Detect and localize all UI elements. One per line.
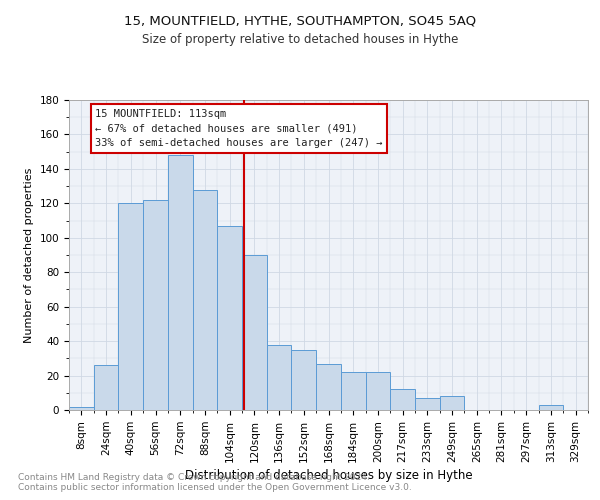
Bar xyxy=(242,255,267,410)
Bar xyxy=(193,190,217,410)
Bar xyxy=(94,365,118,410)
Text: Size of property relative to detached houses in Hythe: Size of property relative to detached ho… xyxy=(142,32,458,46)
Bar xyxy=(440,396,464,410)
Bar xyxy=(267,344,292,410)
Bar xyxy=(217,226,242,410)
Bar xyxy=(341,372,365,410)
Bar xyxy=(118,204,143,410)
Bar xyxy=(365,372,390,410)
Y-axis label: Number of detached properties: Number of detached properties xyxy=(24,168,34,342)
Bar xyxy=(390,390,415,410)
Text: 15, MOUNTFIELD, HYTHE, SOUTHAMPTON, SO45 5AQ: 15, MOUNTFIELD, HYTHE, SOUTHAMPTON, SO45… xyxy=(124,15,476,28)
Bar xyxy=(415,398,440,410)
Text: 15 MOUNTFIELD: 113sqm
← 67% of detached houses are smaller (491)
33% of semi-det: 15 MOUNTFIELD: 113sqm ← 67% of detached … xyxy=(95,108,383,148)
Text: Contains HM Land Registry data © Crown copyright and database right 2024.: Contains HM Land Registry data © Crown c… xyxy=(18,474,370,482)
X-axis label: Distribution of detached houses by size in Hythe: Distribution of detached houses by size … xyxy=(185,469,472,482)
Bar xyxy=(292,350,316,410)
Bar xyxy=(143,200,168,410)
Bar xyxy=(168,155,193,410)
Text: Contains public sector information licensed under the Open Government Licence v3: Contains public sector information licen… xyxy=(18,484,412,492)
Bar xyxy=(316,364,341,410)
Bar xyxy=(539,405,563,410)
Bar xyxy=(69,406,94,410)
